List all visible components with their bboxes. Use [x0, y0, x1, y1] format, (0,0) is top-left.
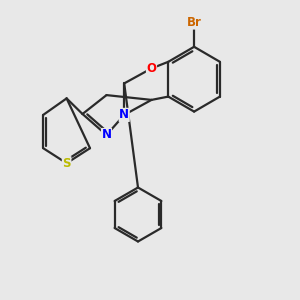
Text: S: S [62, 157, 71, 170]
Text: N: N [101, 128, 112, 142]
Text: O: O [146, 62, 157, 75]
Text: Br: Br [187, 16, 202, 29]
Text: N: N [119, 108, 129, 122]
